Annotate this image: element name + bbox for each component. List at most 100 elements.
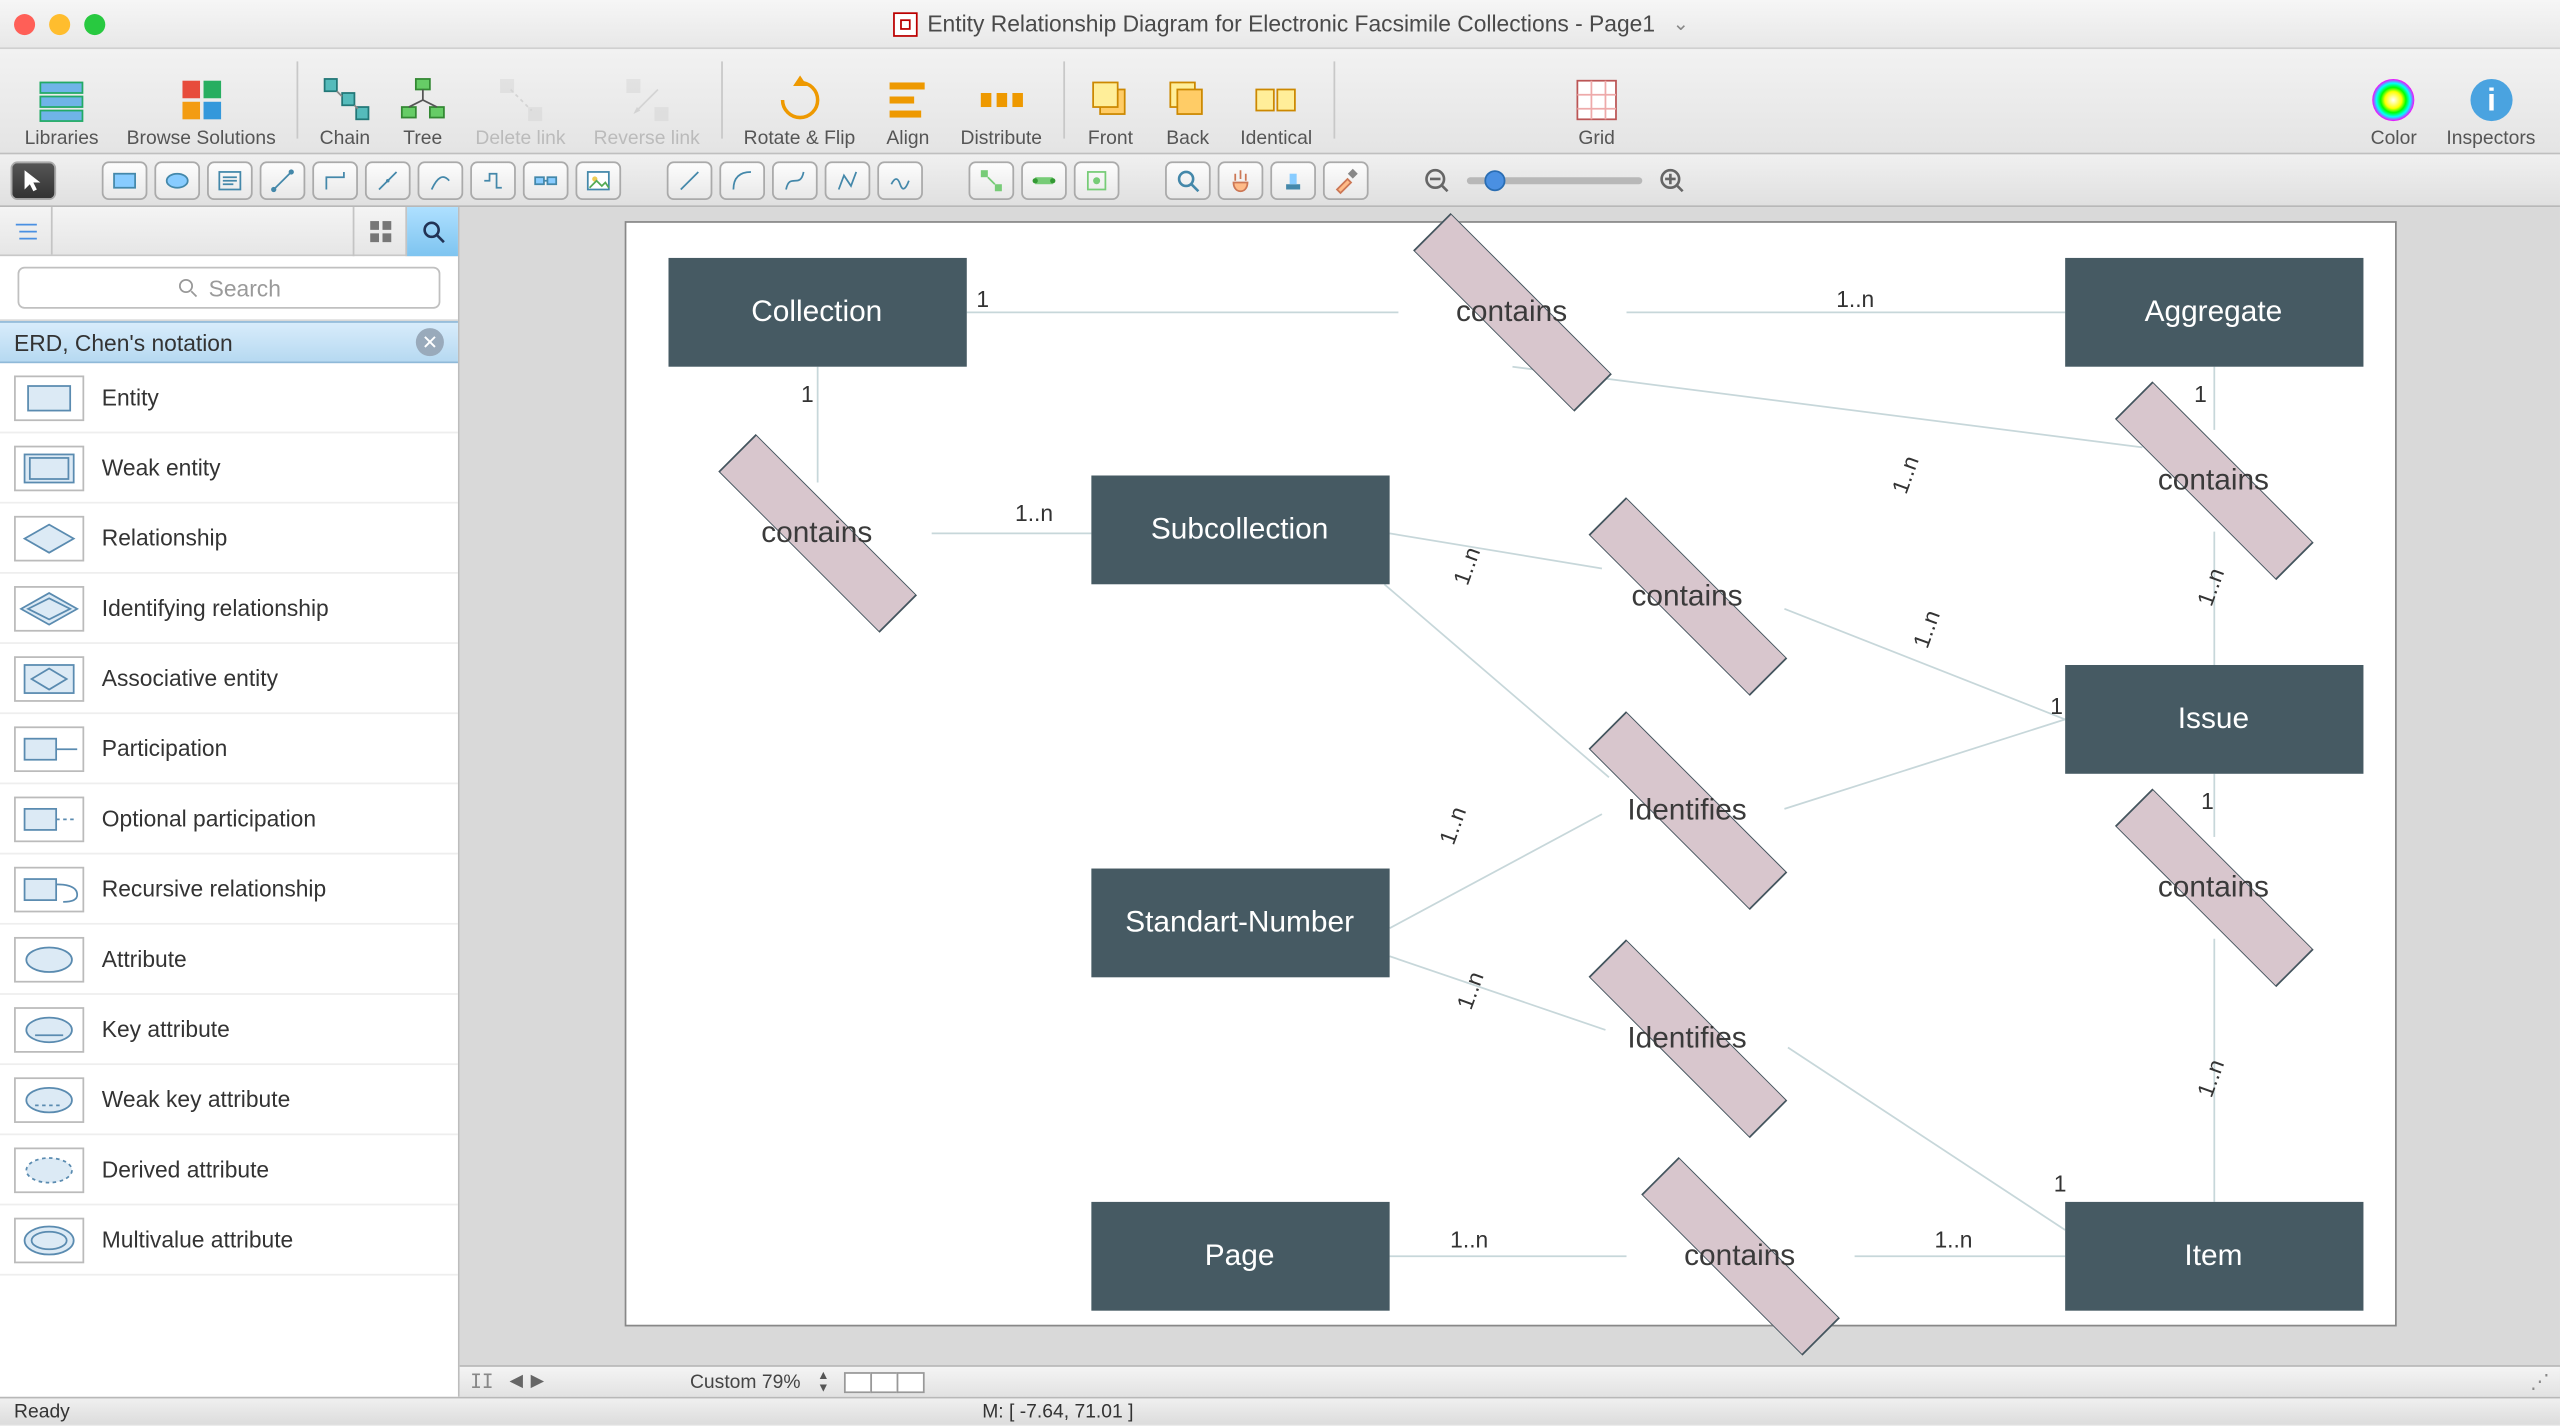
distribute-button[interactable]: Distribute [961,61,1043,149]
rect-tool[interactable] [102,161,148,200]
pause-icon[interactable]: II [470,1370,493,1393]
grid-view-button[interactable] [353,206,406,255]
back-label: Back [1166,128,1209,149]
zoom-label[interactable]: Custom 79% [690,1371,801,1392]
stencil-label: Identifying relationship [102,595,329,621]
browse-label: Browse Solutions [127,128,276,149]
stencil-item[interactable]: Multivalue attribute [0,1205,458,1275]
text-tool[interactable] [207,161,253,200]
search-input[interactable]: Search [18,267,441,309]
entity-item[interactable]: Item [2064,1202,2362,1311]
relationship-r2[interactable]: contains [703,483,931,585]
relationship-r7[interactable]: Identifies [1573,988,1801,1090]
spline-tool[interactable] [772,161,818,200]
stencil-label: Multivalue attribute [102,1226,293,1252]
tree-button[interactable]: Tree [398,61,447,149]
stencil-item[interactable]: Optional participation [0,784,458,854]
canvas-scroll[interactable]: Collection Aggregate Subcollection Issue Sta… [460,207,2560,1365]
relationship-r5[interactable]: Identifies [1573,760,1801,862]
relationship-r6[interactable]: contains [2099,837,2327,939]
entity-issue[interactable]: Issue [2064,665,2362,774]
connector-2[interactable] [312,161,358,200]
page[interactable]: Collection Aggregate Subcollection Issue Sta… [624,221,2396,1326]
edit-points-1[interactable] [969,161,1015,200]
chevron-down-icon[interactable]: ⌄ [1673,12,1689,35]
chain-button[interactable]: Chain [320,61,370,149]
connector-6[interactable] [523,161,569,200]
grid-button[interactable]: Grid [1572,61,1621,149]
pan-tool[interactable] [1218,161,1264,200]
connector-1[interactable] [260,161,306,200]
relationship-r1[interactable]: contains [1398,261,1626,363]
entity-page[interactable]: Page [1090,1202,1388,1311]
freehand-tool[interactable] [877,161,923,200]
libraries-button[interactable]: Libraries [25,61,99,149]
maximize-button[interactable] [84,13,105,34]
page-status-bar: II ◀ ▶ Custom 79% ▲▼ ⋰ [460,1365,2560,1397]
close-button[interactable] [14,13,35,34]
entity-standart[interactable]: Standart-Number [1090,869,1388,978]
polyline-tool[interactable] [825,161,871,200]
stencil-item[interactable]: Associative entity [0,644,458,714]
connector-5[interactable] [470,161,516,200]
pointer-tool[interactable] [11,161,57,200]
relationship-r8[interactable]: contains [1626,1205,1854,1307]
entity-aggregate[interactable]: Aggregate [2064,258,2362,367]
rotate-flip-button[interactable]: Rotate & Flip [744,61,856,149]
stencil-item[interactable]: Weak entity [0,433,458,503]
stencil-item[interactable]: Key attribute [0,995,458,1065]
stencil-item[interactable]: Participation [0,714,458,784]
stencil-label: Derived attribute [102,1156,269,1182]
zoom-stepper[interactable]: ▲▼ [815,1369,833,1394]
stamp-tool[interactable] [1270,161,1316,200]
svg-text:i: i [2486,82,2495,118]
zoom-in-button[interactable] [1649,161,1695,200]
outline-toggle[interactable] [0,207,53,254]
zoom-out-button[interactable] [1414,161,1460,200]
edit-points-2[interactable] [1021,161,1067,200]
connector-3[interactable] [365,161,411,200]
connector-4[interactable] [418,161,464,200]
stencil-item[interactable]: Attribute [0,925,458,995]
inspectors-button[interactable]: i Inspectors [2446,61,2535,149]
canvas-area: Collection Aggregate Subcollection Issue Sta… [460,207,2560,1397]
search-view-button[interactable] [405,206,458,255]
back-button[interactable]: Back [1163,61,1212,149]
edit-points-3[interactable] [1074,161,1120,200]
status-bar: Ready M: [ -7.64, 71.01 ] [0,1397,2560,1425]
color-button[interactable]: Color [2369,61,2418,149]
grid-label: Grid [1578,128,1614,149]
stencil-item[interactable]: Derived attribute [0,1135,458,1205]
minimize-button[interactable] [49,13,70,34]
front-button[interactable]: Front [1086,61,1135,149]
ellipse-tool[interactable] [154,161,200,200]
category-header[interactable]: ERD, Chen's notation ✕ [0,321,458,363]
reverse-link-button: Reverse link [594,61,700,149]
arc-tool[interactable] [719,161,765,200]
next-page-button[interactable]: ▶ [529,1371,547,1392]
relationship-r3[interactable]: contains [2099,430,2327,532]
insert-image[interactable] [576,161,622,200]
relationship-r4[interactable]: contains [1573,546,1801,648]
tree-label: Tree [403,128,442,149]
browse-solutions-button[interactable]: Browse Solutions [127,61,276,149]
close-category-icon[interactable]: ✕ [416,328,444,356]
eyedropper-tool[interactable] [1323,161,1369,200]
entity-subcollection[interactable]: Subcollection [1090,475,1388,584]
stencil-label: Associative entity [102,665,278,691]
align-button[interactable]: Align [883,61,932,149]
stencil-item[interactable]: Relationship [0,504,458,574]
stencil-item[interactable]: Entity [0,363,458,433]
identical-button[interactable]: Identical [1240,61,1312,149]
stencil-item[interactable]: Recursive relationship [0,854,458,924]
resize-corner-icon[interactable]: ⋰ [2530,1370,2549,1393]
zoom-tool[interactable] [1165,161,1211,200]
stencil-label: Relationship [102,525,228,551]
line-tool[interactable] [667,161,713,200]
prev-page-button[interactable]: ◀ [508,1371,526,1392]
page-thumbs[interactable] [846,1371,925,1392]
zoom-slider[interactable] [1467,176,1642,183]
stencil-item[interactable]: Weak key attribute [0,1065,458,1135]
stencil-item[interactable]: Identifying relationship [0,574,458,644]
entity-collection[interactable]: Collection [668,258,966,367]
